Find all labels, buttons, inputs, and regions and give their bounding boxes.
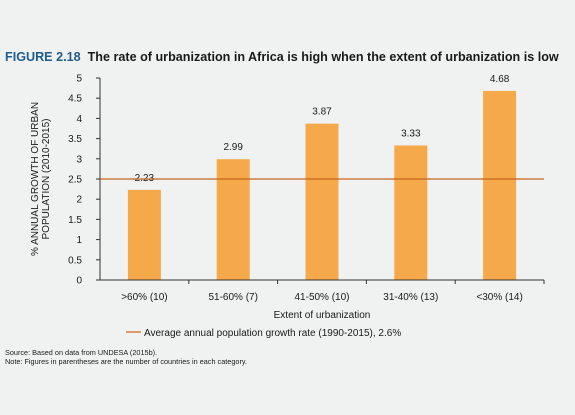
legend-label: Average annual population growth rate (1… <box>144 328 401 339</box>
y-tick-label: 0.5 <box>68 255 82 266</box>
x-axis: >60% (10) 51-60% (7) 41-50% (10) 31-40% (13… <box>100 279 545 303</box>
y-tick-label: 4 <box>76 114 82 125</box>
chart-notes: Source: Based on data from UNDESA (2015b… <box>5 348 247 366</box>
y-axis-title-line: % ANNUAL GROWTH OF URBAN <box>30 102 41 256</box>
figure-label: FIGURE 2.18 <box>5 50 81 64</box>
legend: Average annual population growth rate (1… <box>126 328 401 339</box>
y-tick-label: 3.5 <box>68 134 82 145</box>
bar <box>216 159 250 280</box>
y-tick-label: 0 <box>76 276 82 287</box>
y-tick-label: 1 <box>76 235 82 246</box>
bar <box>483 90 517 280</box>
source-note: Source: Based on data from UNDESA (2015b… <box>5 348 158 357</box>
data-label: 2.99 <box>223 142 243 153</box>
y-tick-label: 2.5 <box>68 175 82 186</box>
figure-title-text: The rate of urbanization in Africa is hi… <box>87 50 559 64</box>
data-label: 4.68 <box>490 74 510 85</box>
x-tick-label: 41-50% (10) <box>294 292 349 303</box>
figure-title: FIGURE 2.18 The rate of urbanization in … <box>5 50 573 64</box>
y-axis-title-line: POPULATION (2010-2015) <box>41 119 52 240</box>
y-axis-title: % ANNUAL GROWTH OF URBAN POPULATION (2010… <box>30 102 52 256</box>
x-tick-label: >60% (10) <box>121 292 167 303</box>
y-tick-label: 4.5 <box>68 94 82 105</box>
x-axis-title: Extent of urbanization <box>274 310 371 321</box>
y-tick-label: 5 <box>76 74 82 85</box>
y-axis: 0 0.5 1 1.5 2 2.5 3 3.5 4 4.5 5 <box>68 74 101 287</box>
x-tick-label: 51-60% (7) <box>208 292 257 303</box>
y-tick-label: 3 <box>76 154 82 165</box>
data-label: 3.33 <box>401 128 421 139</box>
x-tick-label: <30% (14) <box>476 292 522 303</box>
bar <box>394 145 428 280</box>
y-tick-label: 2 <box>76 195 82 206</box>
bar <box>127 189 161 280</box>
x-tick-label: 31-40% (13) <box>383 292 438 303</box>
y-tick-label: 1.5 <box>68 215 82 226</box>
data-label: 3.87 <box>312 107 332 118</box>
bar <box>305 123 339 280</box>
bars: 2.232.993.873.334.68 <box>127 74 517 280</box>
category-note: Note: Figures in parentheses are the num… <box>5 357 248 366</box>
